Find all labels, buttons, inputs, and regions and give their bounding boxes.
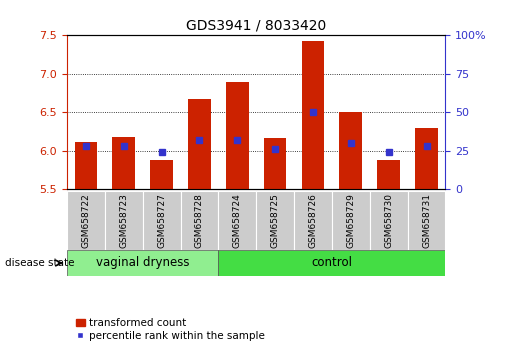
FancyBboxPatch shape [67,191,105,250]
Text: control: control [312,256,352,269]
Bar [339,113,362,189]
Bar [75,142,97,189]
Text: GSM658726: GSM658726 [308,193,317,248]
FancyBboxPatch shape [294,191,332,250]
Text: vaginal dryness: vaginal dryness [96,256,190,269]
FancyBboxPatch shape [256,191,294,250]
FancyBboxPatch shape [408,191,445,250]
Bar [150,160,173,189]
Text: GSM658730: GSM658730 [384,193,393,248]
Text: GSM658725: GSM658725 [271,193,280,248]
FancyBboxPatch shape [218,191,256,250]
Text: GSM658728: GSM658728 [195,193,204,248]
Text: GSM658729: GSM658729 [347,193,355,248]
Text: GSM658724: GSM658724 [233,193,242,248]
Bar [112,137,135,189]
Bar [188,99,211,189]
Text: disease state: disease state [5,258,75,268]
Bar [264,138,286,189]
Legend: transformed count, percentile rank within the sample: transformed count, percentile rank withi… [72,314,269,345]
Text: GSM658727: GSM658727 [157,193,166,248]
Title: GDS3941 / 8033420: GDS3941 / 8033420 [186,19,327,33]
Bar [302,41,324,189]
FancyBboxPatch shape [332,191,370,250]
Bar [377,160,400,189]
FancyBboxPatch shape [105,191,143,250]
FancyBboxPatch shape [218,250,445,276]
Text: GSM658723: GSM658723 [119,193,128,248]
Text: GSM658722: GSM658722 [81,193,90,248]
FancyBboxPatch shape [370,191,408,250]
Bar [226,81,249,189]
FancyBboxPatch shape [67,250,218,276]
FancyBboxPatch shape [181,191,218,250]
Text: GSM658731: GSM658731 [422,193,431,248]
Bar [415,128,438,189]
FancyBboxPatch shape [143,191,181,250]
